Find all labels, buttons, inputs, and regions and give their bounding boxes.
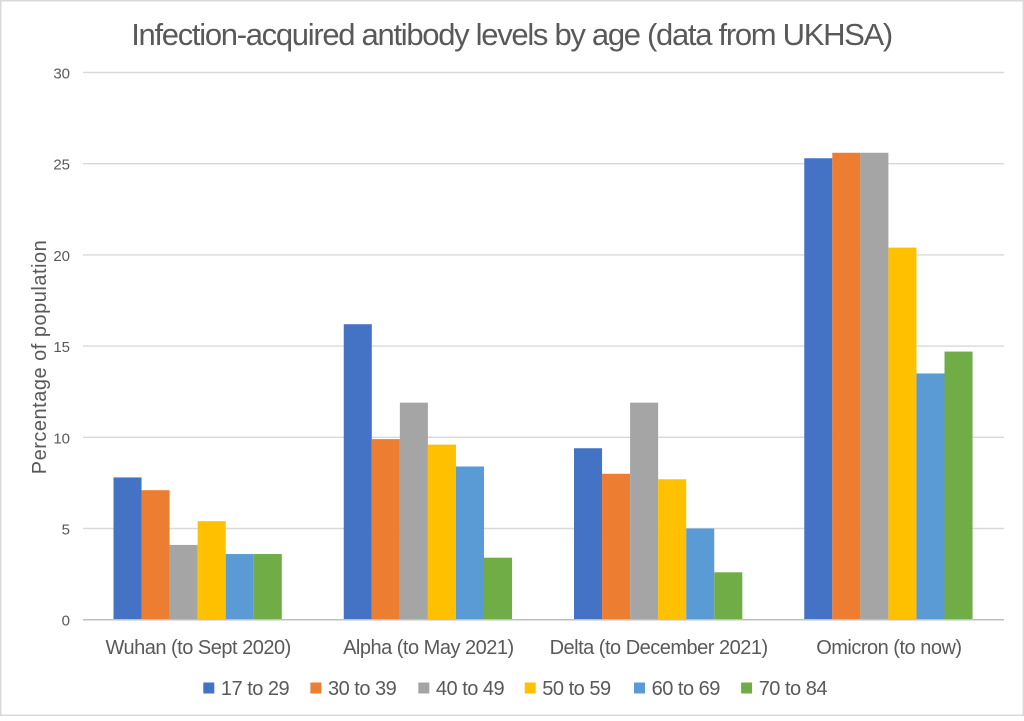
svg-text:Percentage of population: Percentage of population — [29, 240, 51, 474]
svg-text:40 to 49: 40 to 49 — [436, 678, 505, 700]
svg-text:10: 10 — [53, 430, 70, 447]
svg-text:25: 25 — [53, 157, 70, 174]
svg-text:0: 0 — [62, 613, 70, 630]
svg-text:15: 15 — [53, 339, 70, 356]
svg-text:Omicron (to now): Omicron (to now) — [816, 637, 961, 659]
svg-text:Alpha (to May 2021): Alpha (to May 2021) — [343, 637, 514, 659]
svg-text:Infection-acquired antibody le: Infection-acquired antibody levels by ag… — [131, 17, 892, 52]
svg-text:30 to 39: 30 to 39 — [328, 678, 397, 700]
svg-text:Delta (to December 2021): Delta (to December 2021) — [550, 637, 768, 659]
svg-text:17 to 29: 17 to 29 — [221, 678, 290, 700]
svg-text:30: 30 — [53, 66, 70, 83]
svg-text:Wuhan (to Sept 2020): Wuhan (to Sept 2020) — [105, 637, 290, 659]
svg-text:70 to 84: 70 to 84 — [759, 678, 828, 700]
svg-text:60 to 69: 60 to 69 — [652, 678, 721, 700]
svg-text:50 to 59: 50 to 59 — [542, 678, 611, 700]
svg-text:20: 20 — [53, 248, 70, 265]
svg-text:5: 5 — [62, 522, 70, 539]
